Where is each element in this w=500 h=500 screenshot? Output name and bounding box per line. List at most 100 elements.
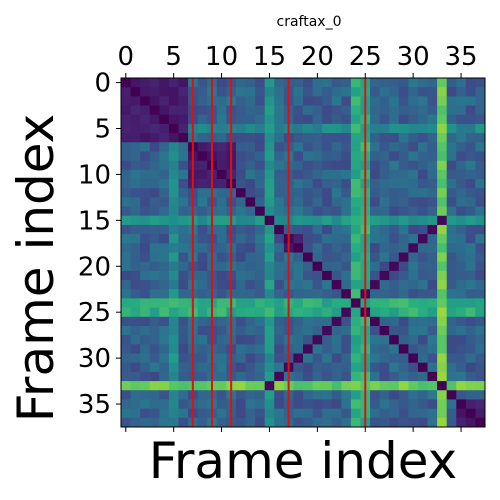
heatmap-cell — [274, 206, 285, 217]
heatmap-cell — [245, 123, 256, 134]
heatmap-cell — [389, 224, 400, 235]
heatmap-cell — [121, 399, 132, 410]
heatmap-cell — [149, 96, 160, 107]
heatmap-cell — [427, 151, 438, 162]
heatmap-cell — [437, 215, 448, 226]
heatmap-cell — [379, 381, 390, 391]
heatmap-cell — [341, 325, 352, 336]
heatmap-cell — [350, 206, 361, 217]
heatmap-cell — [331, 215, 342, 226]
heatmap-cell — [303, 289, 314, 299]
heatmap-cell — [264, 206, 275, 217]
heatmap-cell — [130, 408, 141, 419]
heatmap-cell — [331, 197, 342, 208]
heatmap-cell — [121, 224, 132, 235]
heatmap-cell — [446, 179, 457, 189]
heatmap-cell — [178, 169, 189, 180]
heatmap-cell — [456, 114, 467, 125]
heatmap-cell — [312, 381, 323, 391]
heatmap-cell — [293, 78, 304, 88]
heatmap-cell — [149, 390, 160, 400]
heatmap-cell — [293, 261, 304, 272]
y-tick-label: 30 — [78, 344, 111, 374]
heatmap-cell — [197, 169, 208, 180]
y-tick-label: 5 — [94, 115, 111, 145]
heatmap-cell — [149, 417, 160, 428]
heatmap-cell — [130, 261, 141, 272]
heatmap-cell — [446, 390, 457, 400]
heatmap-cell — [255, 151, 266, 162]
heatmap-cell — [293, 289, 304, 299]
heatmap-cell — [159, 270, 170, 281]
heatmap-cell — [427, 87, 438, 97]
heatmap-cell — [197, 325, 208, 336]
heatmap-cell — [312, 151, 323, 162]
heatmap-cell — [140, 270, 151, 281]
heatmap-cell — [168, 114, 179, 125]
heatmap-cell — [274, 87, 285, 97]
heatmap-cell — [140, 261, 151, 272]
heatmap-cell — [168, 261, 179, 272]
heatmap-cell — [312, 280, 323, 290]
heatmap-cell — [446, 105, 457, 116]
heatmap-cell — [398, 252, 409, 263]
heatmap-cell — [398, 160, 409, 171]
heatmap-cell — [427, 381, 438, 391]
heatmap-cell — [408, 335, 419, 345]
heatmap-cell — [465, 87, 476, 97]
heatmap-cell — [178, 206, 189, 217]
heatmap-cell — [370, 133, 381, 143]
heatmap-cell — [350, 289, 361, 299]
heatmap-cell — [274, 270, 285, 281]
heatmap-cell — [437, 96, 448, 107]
heatmap-cell — [264, 307, 275, 318]
heatmap-cell — [197, 114, 208, 125]
heatmap-cell — [216, 114, 227, 125]
heatmap-cell — [121, 307, 132, 318]
heatmap-cell — [379, 362, 390, 373]
heatmap-cell — [178, 270, 189, 281]
heatmap-cell — [168, 390, 179, 400]
heatmap-cell — [235, 280, 247, 290]
heatmap-cell — [149, 325, 160, 336]
heatmap-cell — [417, 224, 429, 235]
heatmap-cell — [303, 206, 314, 217]
heatmap-cell — [235, 78, 247, 88]
heatmap-cell — [417, 261, 429, 272]
heatmap-cell — [456, 381, 467, 391]
heatmap-cell — [303, 325, 314, 336]
heatmap-cell — [341, 234, 352, 244]
heatmap-cell — [303, 362, 314, 373]
heatmap-cell — [370, 78, 381, 88]
heatmap-cell — [322, 243, 333, 253]
heatmap-cell — [255, 142, 266, 152]
heatmap-cell — [350, 142, 361, 152]
heatmap-cell — [264, 123, 275, 134]
heatmap-cell — [322, 399, 333, 410]
heatmap-cell — [303, 215, 314, 226]
heatmap-cell — [245, 408, 256, 419]
heatmap-cell — [274, 197, 285, 208]
heatmap-cell — [437, 261, 448, 272]
heatmap-cell — [303, 399, 314, 410]
heatmap-cell — [168, 123, 179, 134]
heatmap-cell — [140, 417, 151, 428]
heatmap-cell — [140, 169, 151, 180]
heatmap-cell — [274, 307, 285, 318]
heatmap-cell — [121, 390, 132, 400]
heatmap-cell — [235, 243, 247, 253]
heatmap-cell — [216, 224, 227, 235]
heatmap-cell — [149, 78, 160, 88]
heatmap-cell — [322, 142, 333, 152]
heatmap-cell — [408, 197, 419, 208]
heatmap-cell — [446, 123, 457, 134]
heatmap-cell — [446, 197, 457, 208]
heatmap-cell — [140, 160, 151, 171]
chart-title: craftax_0 — [277, 14, 342, 30]
heatmap-cell — [312, 133, 323, 143]
heatmap-cell — [379, 114, 390, 125]
heatmap-cell — [427, 280, 438, 290]
heatmap-cell — [178, 215, 189, 226]
heatmap-cell — [322, 169, 333, 180]
heatmap-cell — [197, 390, 208, 400]
